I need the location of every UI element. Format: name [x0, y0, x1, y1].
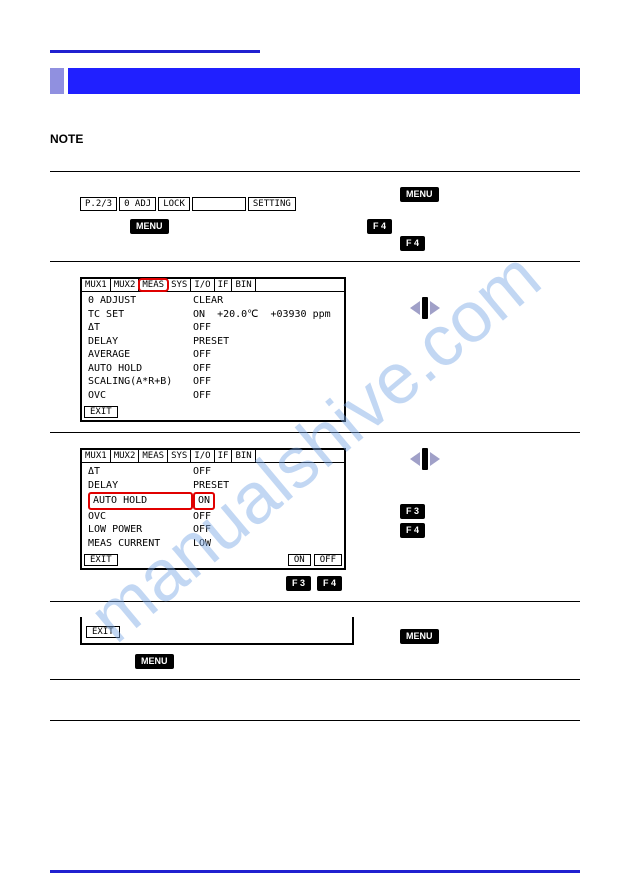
soft-btn-empty: [192, 197, 246, 211]
f3-key[interactable]: F 3: [286, 576, 311, 591]
tab-mux1[interactable]: MUX1: [82, 450, 111, 462]
tab-i/o[interactable]: I/O: [191, 279, 214, 291]
cursor-icon: [410, 297, 440, 319]
tab-mux1[interactable]: MUX1: [82, 279, 111, 291]
screen-line: OVCOFF: [88, 389, 338, 403]
screen-line: LOW POWEROFF: [88, 523, 338, 537]
tab-mux2[interactable]: MUX2: [111, 450, 140, 462]
tab-bin[interactable]: BIN: [232, 450, 255, 462]
f4-key-right[interactable]: F 4: [400, 523, 425, 538]
f4-key-right[interactable]: F 4: [400, 236, 425, 251]
lcd-screen-autohold: MUX1MUX2MEASSYSI/OIFBIN ΔTOFFDELAYPRESET…: [80, 448, 346, 570]
screen-line: OVCOFF: [88, 510, 338, 524]
section-3: MUX1MUX2MEASSYSI/OIFBIN ΔTOFFDELAYPRESET…: [50, 433, 580, 601]
screen-line: AVERAGEOFF: [88, 348, 338, 362]
on-button[interactable]: ON: [288, 554, 311, 566]
note-label: NOTE: [50, 132, 580, 146]
exit-button[interactable]: EXIT: [84, 554, 118, 566]
f3-key-right[interactable]: F 3: [400, 504, 425, 519]
screen-line: DELAYPRESET: [88, 335, 338, 349]
tab-meas[interactable]: MEAS: [139, 450, 168, 462]
exit-button[interactable]: EXIT: [84, 406, 118, 418]
menu-key[interactable]: MENU: [135, 654, 174, 669]
menu-key-right[interactable]: MENU: [400, 629, 439, 644]
menu-key-right[interactable]: MENU: [400, 187, 439, 202]
soft-button-row: P.2/3 0 ADJ LOCK SETTING: [80, 197, 400, 211]
screen-line: 0 ADJUSTCLEAR: [88, 294, 338, 308]
tab-mux2[interactable]: MUX2: [111, 279, 140, 291]
tab-if[interactable]: IF: [215, 279, 233, 291]
tab-sys[interactable]: SYS: [168, 450, 191, 462]
soft-btn-0adj[interactable]: 0 ADJ: [119, 197, 156, 211]
f4-key[interactable]: F 4: [367, 219, 392, 234]
section-1: P.2/3 0 ADJ LOCK SETTING MENU F 4 MENU F…: [50, 172, 580, 261]
off-button[interactable]: OFF: [314, 554, 342, 566]
exit-button[interactable]: EXIT: [86, 626, 120, 638]
screen-line: AUTO HOLDOFF: [88, 362, 338, 376]
tab-sys[interactable]: SYS: [168, 279, 191, 291]
footer-rule: [50, 870, 580, 873]
tab-i/o[interactable]: I/O: [191, 450, 214, 462]
soft-btn-lock[interactable]: LOCK: [158, 197, 190, 211]
screen-line: ΔTOFF: [88, 465, 338, 479]
screen-line: SCALING(A*R+B)OFF: [88, 375, 338, 389]
header-rule: [50, 50, 260, 53]
screen-line: DELAYPRESET: [88, 479, 338, 493]
f4-key[interactable]: F 4: [317, 576, 342, 591]
section-2: MUX1MUX2MEASSYSI/OIFBIN 0 ADJUSTCLEARTC …: [50, 262, 580, 432]
screen-line: AUTO HOLDON: [88, 492, 338, 510]
screen-line: MEAS CURRENTLOW: [88, 537, 338, 551]
title-bar: [50, 68, 580, 94]
soft-btn-setting[interactable]: SETTING: [248, 197, 296, 211]
screen-line: TC SETON +20.0℃ +03930 ppm: [88, 308, 338, 322]
soft-btn-p23[interactable]: P.2/3: [80, 197, 117, 211]
cursor-icon: [410, 448, 440, 470]
lcd-screen-meas: MUX1MUX2MEASSYSI/OIFBIN 0 ADJUSTCLEARTC …: [80, 277, 346, 422]
menu-key[interactable]: MENU: [130, 219, 169, 234]
tab-meas[interactable]: MEAS: [139, 279, 168, 291]
section-4: EXIT MENU MENU: [50, 602, 580, 679]
tab-bin[interactable]: BIN: [232, 279, 255, 291]
screen-line: ΔTOFF: [88, 321, 338, 335]
tab-if[interactable]: IF: [215, 450, 233, 462]
